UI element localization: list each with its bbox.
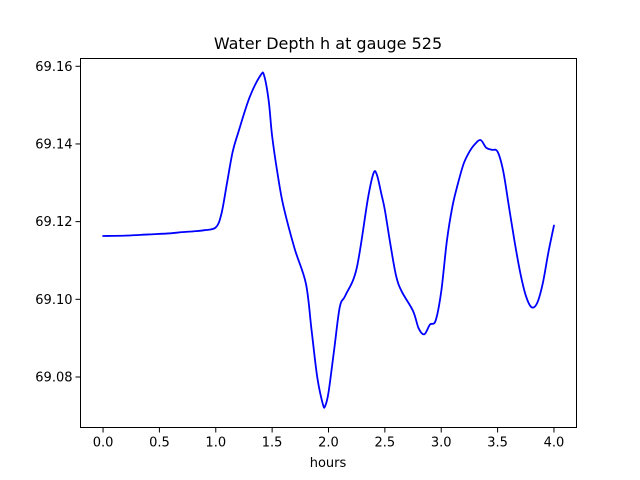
x-tick-label: 2.0 [318, 436, 339, 451]
y-tick-label: 69.12 [35, 215, 72, 230]
x-axis-label: hours [310, 456, 347, 471]
x-tick-label: 1.5 [262, 436, 283, 451]
x-tick-label: 1.0 [205, 436, 226, 451]
y-tick-label: 69.08 [35, 371, 72, 386]
x-tick-label: 2.5 [375, 436, 396, 451]
y-tick-label: 69.10 [35, 293, 72, 308]
y-axis-ticks: 69.08 69.10 69.12 69.14 69.16 [35, 60, 81, 386]
x-axis-ticks: 0.0 0.5 1.0 1.5 2.0 2.5 3.0 3.5 4.0 [93, 427, 565, 451]
x-tick-label: 0.0 [93, 436, 114, 451]
x-tick-label: 0.5 [149, 436, 170, 451]
y-tick-label: 69.16 [35, 60, 72, 75]
series-line [102, 71, 555, 409]
x-tick-label: 3.5 [487, 436, 508, 451]
y-tick-label: 69.14 [35, 137, 72, 152]
chart-title: Water Depth h at gauge 525 [214, 34, 442, 53]
plot-area [102, 71, 555, 409]
x-tick-label: 4.0 [544, 436, 565, 451]
plot-frame [80, 58, 577, 428]
x-tick-label: 3.0 [431, 436, 452, 451]
